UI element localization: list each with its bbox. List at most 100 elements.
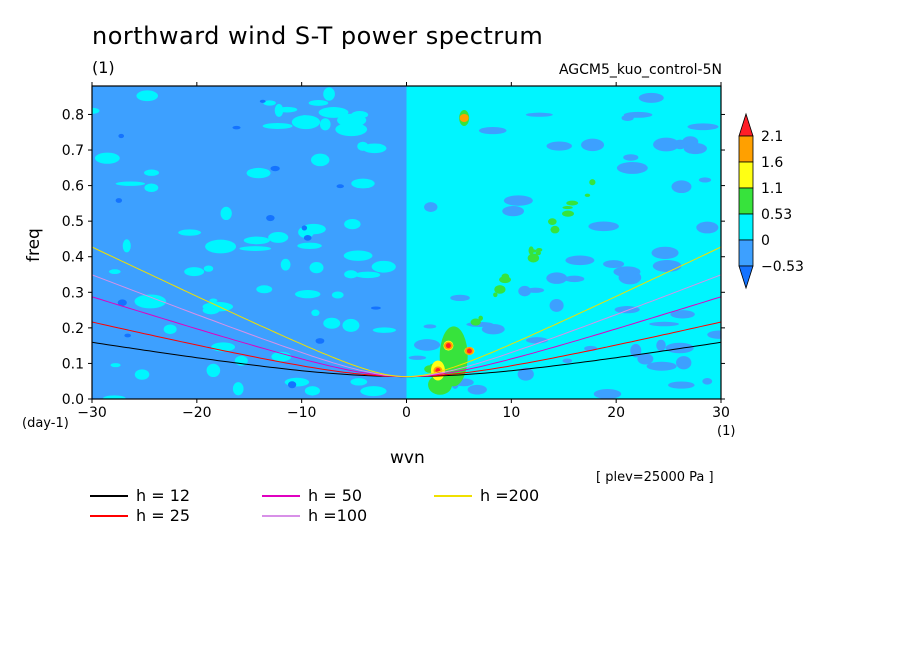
field-patch	[304, 386, 320, 396]
field-patch	[702, 378, 713, 385]
field-patch	[630, 343, 642, 358]
field-patch	[144, 169, 160, 176]
field-patch	[535, 251, 541, 256]
field-patch	[315, 338, 325, 344]
field-patch	[517, 367, 534, 381]
field-patch	[266, 214, 275, 222]
field-patch	[335, 122, 368, 137]
field-patch	[274, 103, 284, 117]
field-patch	[593, 389, 622, 399]
field-patch	[108, 269, 121, 275]
field-patch	[203, 265, 214, 272]
colorbar-label: 1.1	[761, 181, 783, 197]
field-patch	[301, 223, 326, 235]
field-patch	[309, 262, 324, 274]
field-patch	[548, 218, 557, 225]
y-tick-label: 0.2	[62, 321, 84, 337]
field-patch	[653, 137, 680, 152]
field-patch	[94, 152, 120, 164]
field-patch	[297, 242, 322, 250]
field-patch	[323, 317, 341, 329]
field-patch	[117, 299, 127, 306]
field-patch	[280, 258, 291, 271]
x-tick-label: 20	[607, 405, 625, 421]
field-patch	[481, 324, 505, 335]
field-patch	[588, 221, 619, 232]
field-patch	[144, 183, 159, 193]
y-tick-label: 0.1	[62, 356, 84, 372]
x-axis-label: wvn	[390, 448, 425, 468]
field-patch	[566, 200, 579, 206]
field-patch	[115, 181, 146, 186]
field-patch	[676, 356, 692, 370]
x-tick-label: 10	[502, 405, 520, 421]
field-patch	[355, 271, 381, 279]
field-patch	[502, 205, 525, 217]
colorbar-swatch	[738, 112, 754, 137]
field-patch	[243, 236, 270, 245]
x-tick-label: −20	[182, 405, 212, 421]
y-tick-label: 0.0	[62, 392, 84, 408]
field-patch	[310, 153, 330, 167]
field-patch	[565, 255, 595, 266]
field-patch	[303, 235, 312, 241]
field-patch	[414, 339, 441, 351]
field-patch	[102, 395, 126, 399]
field-patch	[478, 315, 483, 321]
field-patch	[450, 294, 470, 302]
field-patch	[637, 353, 654, 365]
field-patch	[122, 239, 131, 253]
chart-title: northward wind S-T power spectrum	[92, 22, 544, 50]
field-patch	[362, 143, 387, 154]
field-patch	[291, 115, 321, 130]
colorbar-swatch	[738, 161, 754, 189]
field-patch	[319, 118, 331, 131]
dispersion-curve	[92, 246, 721, 378]
x-tick-label: −10	[287, 405, 317, 421]
x-tick-label: −30	[77, 405, 107, 421]
field-patch	[494, 285, 506, 294]
field-patch	[528, 246, 534, 255]
field-patch	[344, 270, 358, 279]
colorbar-swatch	[738, 239, 754, 267]
y-tick-label: 0.5	[62, 214, 84, 230]
field-patch	[581, 138, 605, 152]
field-patch	[205, 239, 237, 254]
field-patch	[668, 381, 695, 389]
field-patch	[503, 195, 533, 206]
field-patch	[136, 90, 159, 102]
field-patch	[262, 123, 293, 130]
field-patch	[467, 384, 487, 395]
power-field	[92, 86, 721, 399]
legend-label: h = 25	[136, 506, 191, 525]
y-tick-label: 0.7	[62, 143, 84, 159]
field-patch	[220, 206, 232, 221]
field-patch	[343, 250, 373, 261]
x-tick-label: 30	[712, 405, 730, 421]
field-patch	[698, 177, 712, 183]
field-patch	[351, 178, 375, 189]
colorbar-label: 0.53	[761, 207, 792, 223]
field-patch	[268, 231, 289, 243]
field-patch	[562, 206, 573, 210]
field-patch	[408, 355, 427, 360]
colorbar-swatch	[738, 135, 754, 163]
field-patch	[92, 107, 100, 114]
field-patch	[372, 327, 397, 333]
field-patch	[110, 363, 121, 368]
legend-swatch	[90, 515, 128, 517]
field-peak	[445, 343, 451, 349]
field-patch	[295, 290, 321, 299]
field-patch	[525, 112, 553, 117]
field-patch	[318, 107, 349, 118]
field-patch	[670, 310, 695, 319]
field-patch	[308, 100, 329, 106]
legend-swatch	[262, 515, 300, 517]
field-patch	[115, 198, 123, 203]
field-patch	[331, 291, 344, 299]
field-patch	[163, 324, 177, 335]
field-patch	[518, 285, 532, 297]
field-patch	[584, 193, 591, 197]
field-patch	[323, 87, 335, 101]
